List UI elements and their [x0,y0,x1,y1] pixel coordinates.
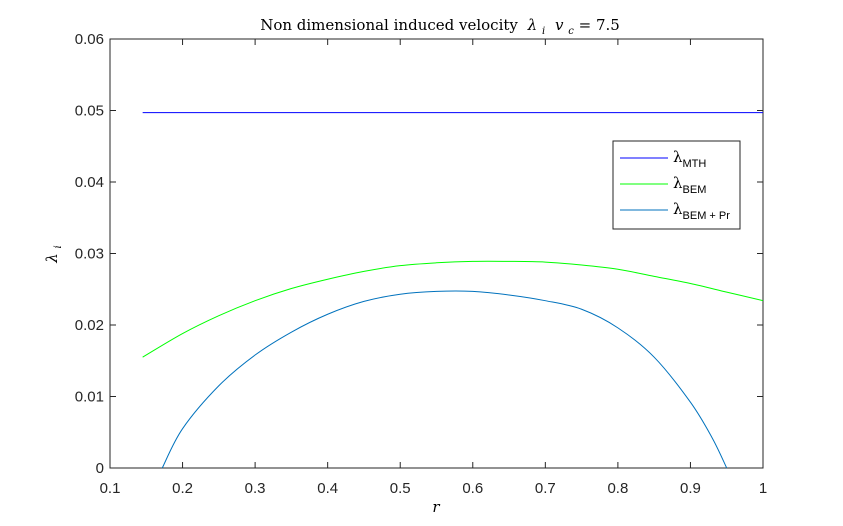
y-tick-label: 0 [96,460,104,477]
x-tick-label: 1 [759,480,767,497]
y-tick-label: 0.03 [75,246,104,263]
y-tick-label: 0.02 [75,317,104,334]
legend-symbol: λ [673,148,683,166]
y-axis-label: λ i [43,245,64,264]
x-tick-label: 0.7 [535,480,556,497]
x-tick-label: 0.1 [100,480,121,497]
legend-subscript: MTH [683,158,707,170]
y-tick-label: 0.05 [75,103,104,120]
x-tick-label: 0.8 [607,480,628,497]
chart-title: Non dimensional induced velocity λ i v c… [260,16,620,38]
y-tick-label: 0.06 [75,31,104,48]
legend-item-bem-pr: λBEM + Pr [620,200,730,222]
series-layer [142,112,764,469]
legend-subscript: BEM + Pr [683,210,731,222]
legend-symbol: λ [673,174,683,192]
chart-title-v: v [555,16,564,34]
y-axis-label-symbol: λ [43,253,61,264]
plot-area: 0.1 0.2 0.3 0.4 0.5 0.6 0.7 0.8 0.9 1 00.010.020.… [75,31,767,497]
x-axis-ticks: 0.1 0.2 0.3 0.4 0.5 0.6 0.7 0.8 0.9 1 [100,39,767,497]
legend-symbol: λ [673,200,683,218]
x-tick-label: 0.9 [680,480,701,497]
chart-title-text: Non dimensional induced velocity [260,16,518,34]
x-tick-label: 0.3 [245,480,266,497]
x-tick-label: 0.4 [317,480,338,497]
chart-title-value: = 7.5 [579,16,620,34]
y-axis-ticks: 0 0.01 0.02 0.03 0.04 0.05 0.06 [75,31,763,477]
legend-item-mth: λMTH [620,148,706,170]
x-axis-label: r [432,498,440,516]
chart-title-lambda-sub: i [542,26,545,37]
legend-item-bem: λBEM [620,174,706,196]
y-tick-label: 0.01 [75,389,104,406]
series-line-bem [142,260,764,358]
legend-label: λMTH [673,148,706,170]
legend-box [612,140,741,230]
x-tick-label: 0.2 [172,480,193,497]
chart-title-lambda: λ [527,16,538,34]
y-tick-label: 0.04 [75,174,104,191]
series-line-bem-pr [161,290,728,469]
legend-label: λBEM + Pr [673,200,730,222]
legend-subscript: BEM [683,184,707,196]
legend-label: λBEM [673,174,706,196]
x-tick-label: 0.5 [390,480,411,497]
y-axis-label-sub: i [53,245,64,248]
chart-title-v-sub: c [568,26,574,37]
x-tick-label: 0.6 [462,480,483,497]
